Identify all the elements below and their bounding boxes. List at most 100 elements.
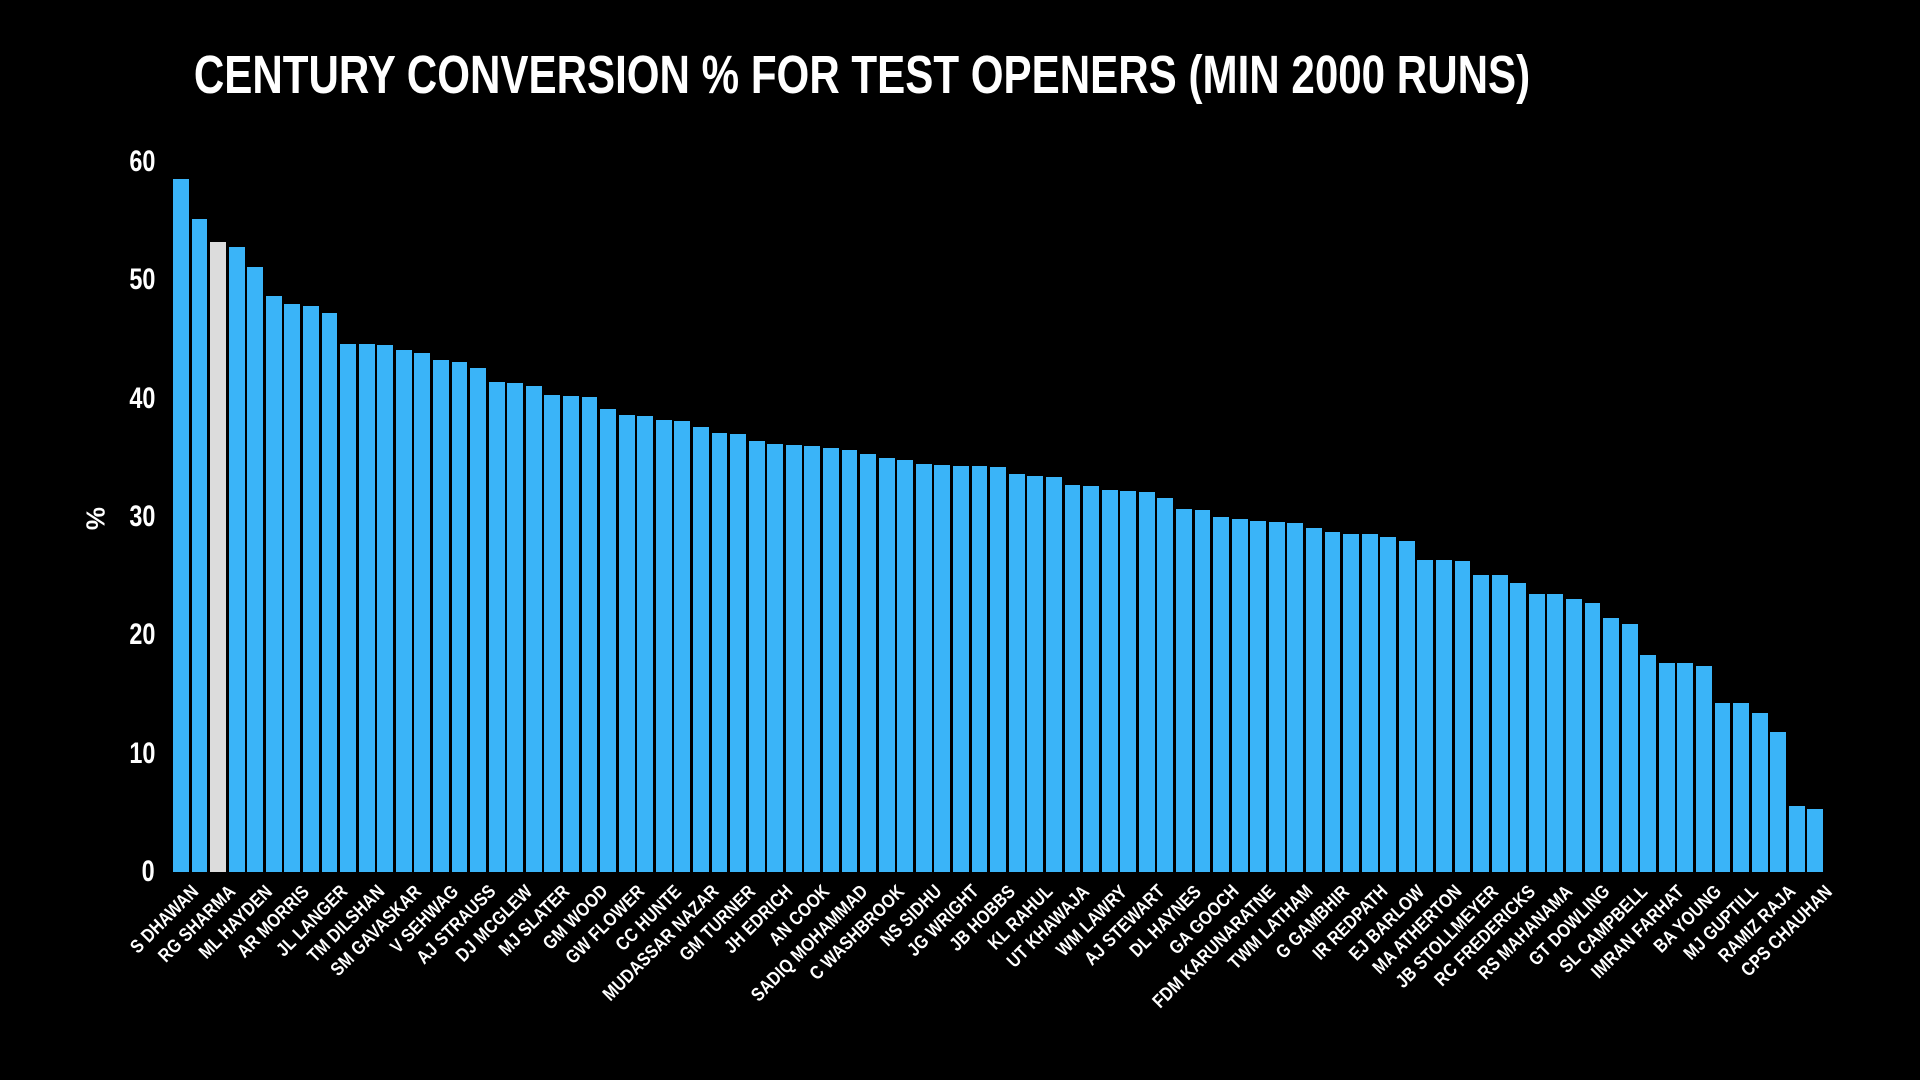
bar	[414, 352, 431, 872]
bar	[1770, 732, 1787, 872]
bar	[915, 463, 932, 872]
bar	[1027, 475, 1044, 872]
bar	[1677, 662, 1694, 872]
y-tick-label: 0	[141, 855, 155, 888]
bar	[748, 441, 765, 872]
bar	[1064, 485, 1081, 872]
bar	[544, 395, 561, 872]
bar	[1324, 532, 1341, 872]
bar	[804, 446, 821, 872]
bar	[451, 361, 468, 872]
bar	[1640, 655, 1657, 872]
bar	[1454, 560, 1471, 872]
bar	[897, 460, 914, 872]
bar	[767, 443, 784, 872]
bar	[265, 295, 282, 872]
bar	[878, 457, 895, 872]
y-tick-label: 40	[128, 381, 155, 415]
bar	[953, 466, 969, 872]
plot-area	[173, 162, 1826, 872]
bar	[433, 359, 449, 872]
bar	[1380, 537, 1397, 872]
bar	[655, 419, 672, 872]
bar	[377, 345, 394, 872]
bar	[581, 397, 598, 872]
bar	[228, 247, 245, 872]
bar	[1398, 540, 1415, 872]
bar	[470, 367, 487, 872]
bar	[990, 467, 1007, 872]
bar	[284, 304, 301, 872]
bar	[618, 415, 635, 872]
bar	[1788, 805, 1805, 872]
bar	[693, 427, 709, 872]
bar	[488, 382, 505, 872]
bar	[507, 383, 524, 872]
bar	[303, 306, 319, 872]
bar	[1120, 490, 1137, 872]
bar	[1603, 617, 1619, 872]
bar	[1621, 623, 1638, 872]
bar	[1305, 527, 1322, 872]
bar	[1417, 559, 1434, 872]
bar	[1584, 603, 1601, 872]
bar	[1213, 517, 1229, 872]
bar	[971, 466, 988, 872]
bar	[1045, 476, 1062, 872]
bar	[1751, 713, 1768, 872]
bar	[1491, 574, 1508, 872]
y-tick-label: 20	[128, 618, 155, 652]
bar	[1101, 489, 1118, 872]
bar	[823, 448, 839, 872]
bar	[321, 313, 338, 872]
chart-title: CENTURY CONVERSION % FOR TEST OPENERS (M…	[5, 44, 1718, 106]
bar	[1287, 522, 1304, 872]
bar	[1435, 559, 1452, 872]
bar	[1157, 498, 1174, 872]
bar	[247, 267, 264, 872]
bar	[173, 178, 189, 872]
bar	[1361, 533, 1378, 872]
bar	[1528, 593, 1545, 872]
bar	[340, 344, 357, 872]
y-tick-label: 60	[128, 145, 155, 178]
bar	[1231, 519, 1248, 872]
bar	[1565, 598, 1582, 872]
bar	[1807, 809, 1824, 872]
bar	[1473, 574, 1489, 872]
bar	[674, 421, 691, 872]
bar	[191, 218, 208, 872]
bar	[730, 434, 747, 872]
bar	[711, 432, 728, 872]
y-tick-label: 30	[128, 500, 155, 533]
bar	[1138, 492, 1155, 872]
bar-highlighted	[210, 242, 226, 872]
bar	[1547, 593, 1564, 872]
bar	[1268, 521, 1285, 872]
bar	[1083, 486, 1099, 872]
bar	[860, 454, 877, 872]
bar	[1510, 583, 1527, 872]
bar	[1250, 520, 1267, 872]
bar	[785, 444, 802, 872]
bar	[1008, 474, 1025, 872]
bar	[1194, 509, 1211, 872]
bar	[934, 464, 951, 872]
chart-title-text: CENTURY CONVERSION % FOR TEST OPENERS (M…	[193, 45, 1531, 105]
bar	[525, 385, 542, 872]
bar	[1658, 662, 1675, 872]
bar	[637, 416, 654, 872]
bar	[841, 449, 858, 872]
bar	[1714, 702, 1731, 872]
bar	[563, 396, 579, 872]
bar	[1733, 702, 1749, 872]
bar	[1343, 533, 1359, 872]
y-tick-label: 10	[128, 736, 155, 770]
bar	[1175, 508, 1192, 872]
y-tick-label: 50	[128, 263, 155, 297]
bar	[358, 344, 375, 872]
bar	[395, 350, 412, 872]
bar	[1695, 666, 1712, 872]
bar	[600, 409, 617, 872]
